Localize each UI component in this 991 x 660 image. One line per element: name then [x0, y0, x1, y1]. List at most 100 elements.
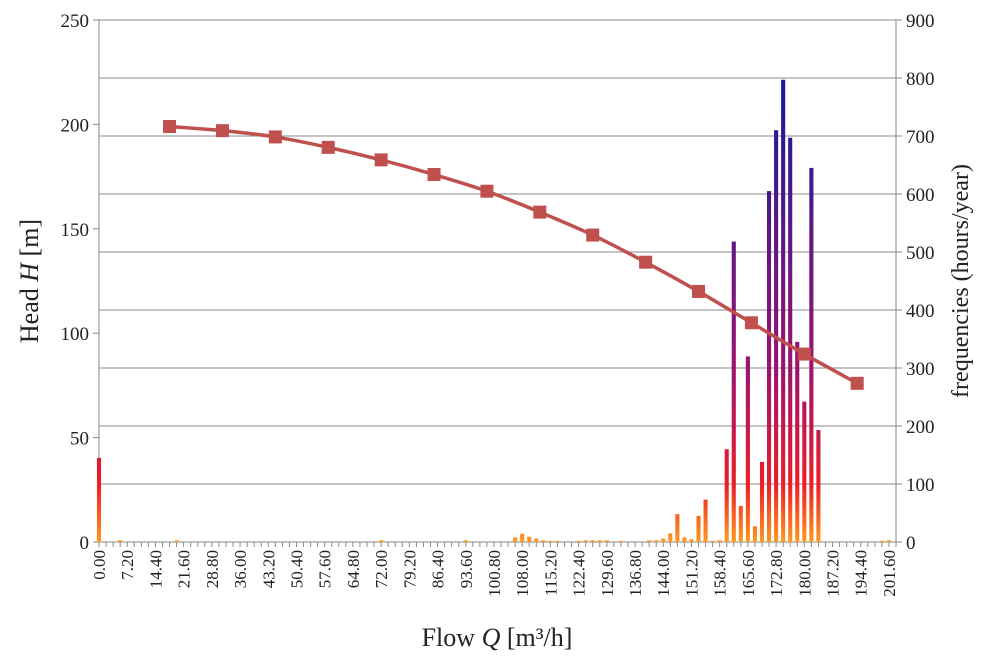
head-curve-point — [163, 119, 177, 133]
head-curve-point — [321, 140, 335, 154]
frequency-bar — [534, 538, 539, 542]
x-tick-label: 7.20 — [118, 550, 137, 580]
frequency-bar — [766, 191, 772, 542]
x-tick-label: 50.40 — [287, 550, 306, 588]
x-tick-label: 144.00 — [654, 550, 673, 597]
frequency-bar — [555, 540, 560, 542]
head-curve-point — [639, 255, 653, 269]
frequency-bar — [802, 401, 807, 542]
frequency-bar — [816, 430, 821, 542]
head-curve-point — [533, 205, 547, 219]
frequency-bar — [513, 537, 518, 542]
x-tick-label: 72.00 — [372, 550, 391, 588]
frequency-bar — [788, 137, 793, 543]
frequency-bar — [717, 540, 722, 542]
frequency-bar — [745, 356, 750, 542]
y-right-tick-label: 100 — [906, 475, 935, 496]
x-tick-label: 151.20 — [682, 550, 701, 597]
frequency-bar — [879, 540, 884, 542]
frequency-bar — [710, 540, 715, 542]
frequency-bar — [689, 539, 694, 542]
frequency-bar — [759, 461, 765, 542]
frequency-bar — [661, 538, 666, 542]
frequency-bar — [647, 540, 652, 542]
frequency-bar — [809, 167, 814, 542]
y-left-tick-label: 0 — [80, 533, 90, 554]
x-tick-label: 57.60 — [316, 550, 335, 588]
frequency-bars — [96, 79, 891, 543]
y-right-tick-label: 300 — [906, 359, 935, 380]
y-axis-left-label: Head H [m] — [15, 219, 44, 343]
y-right-tick-label: 900 — [906, 11, 935, 32]
x-tick-label: 122.40 — [570, 550, 589, 597]
frequency-bar — [597, 540, 602, 542]
x-tick-label: 100.80 — [485, 550, 504, 597]
y-left-tick-label: 100 — [61, 324, 90, 345]
frequency-bar — [96, 457, 102, 542]
head-curve-point — [586, 228, 600, 242]
frequency-bar — [795, 341, 800, 542]
head-curve-point — [692, 284, 706, 298]
frequency-bar — [463, 540, 468, 542]
head-curve-point — [850, 376, 864, 390]
x-tick-label: 115.20 — [541, 550, 560, 596]
y-right-tick-label: 200 — [906, 417, 935, 438]
frequency-bar — [541, 540, 546, 542]
y-left-tick-label: 250 — [61, 11, 90, 32]
frequency-bar — [731, 241, 736, 542]
frequency-bar — [590, 540, 595, 542]
frequency-bar — [752, 526, 757, 542]
frequency-bar — [583, 540, 588, 542]
y-left-tick-label: 50 — [70, 429, 89, 450]
x-tick-label: 158.40 — [711, 550, 730, 597]
x-tick-label: 64.80 — [344, 550, 363, 588]
frequency-bar — [668, 533, 673, 542]
x-tick-label: 93.60 — [457, 550, 476, 588]
x-axis-label: Flow Q [m³/h] — [422, 623, 573, 652]
x-tick-label: 136.80 — [626, 550, 645, 597]
frequency-bar — [174, 540, 179, 542]
frequency-bar — [520, 533, 525, 542]
x-tick-label: 79.20 — [400, 550, 419, 588]
axes — [93, 19, 902, 547]
tick-labels: 0 50 100 150 200 250 0 100 200 300 400 500 600 700 800… — [61, 11, 935, 597]
head-curve-point — [480, 184, 494, 198]
head-curve-point — [268, 130, 282, 144]
x-tick-label: 36.00 — [231, 550, 250, 588]
head-curve-line — [169, 124, 859, 385]
x-tick-label: 108.00 — [513, 550, 532, 597]
y-left-tick-label: 150 — [61, 220, 90, 241]
x-tick-label: 201.60 — [880, 550, 899, 597]
frequency-bar — [604, 540, 609, 542]
frequency-bar — [576, 540, 581, 542]
x-tick-label: 187.20 — [824, 550, 843, 597]
frequency-bar — [703, 499, 708, 542]
y-right-tick-label: 400 — [906, 301, 935, 322]
x-tick-label: 21.60 — [175, 550, 194, 588]
x-tick-label: 129.60 — [598, 550, 617, 597]
y-right-tick-label: 0 — [906, 533, 916, 554]
frequency-bar — [675, 514, 680, 542]
x-tick-label: 43.20 — [259, 550, 278, 588]
head-curve — [163, 119, 864, 390]
head-curve-point — [427, 168, 441, 182]
frequency-bar — [738, 506, 743, 542]
head-curve-point — [744, 316, 758, 330]
x-tick-label: 0.00 — [90, 550, 109, 580]
frequency-bar — [379, 540, 384, 542]
x-tick-label: 165.60 — [739, 550, 758, 597]
y-left-tick-label: 200 — [61, 115, 90, 136]
frequency-bar — [724, 449, 729, 542]
frequency-bar — [527, 536, 532, 542]
x-tick-label: 86.40 — [429, 550, 448, 588]
y-right-tick-label: 600 — [906, 185, 935, 206]
x-tick-label: 28.80 — [203, 550, 222, 588]
frequency-bar — [682, 537, 687, 542]
x-tick-label: 180.00 — [795, 550, 814, 597]
y-right-tick-label: 800 — [906, 69, 935, 90]
head-curve-point — [374, 153, 388, 167]
frequency-bar — [696, 515, 701, 542]
y-right-tick-label: 500 — [906, 243, 935, 264]
